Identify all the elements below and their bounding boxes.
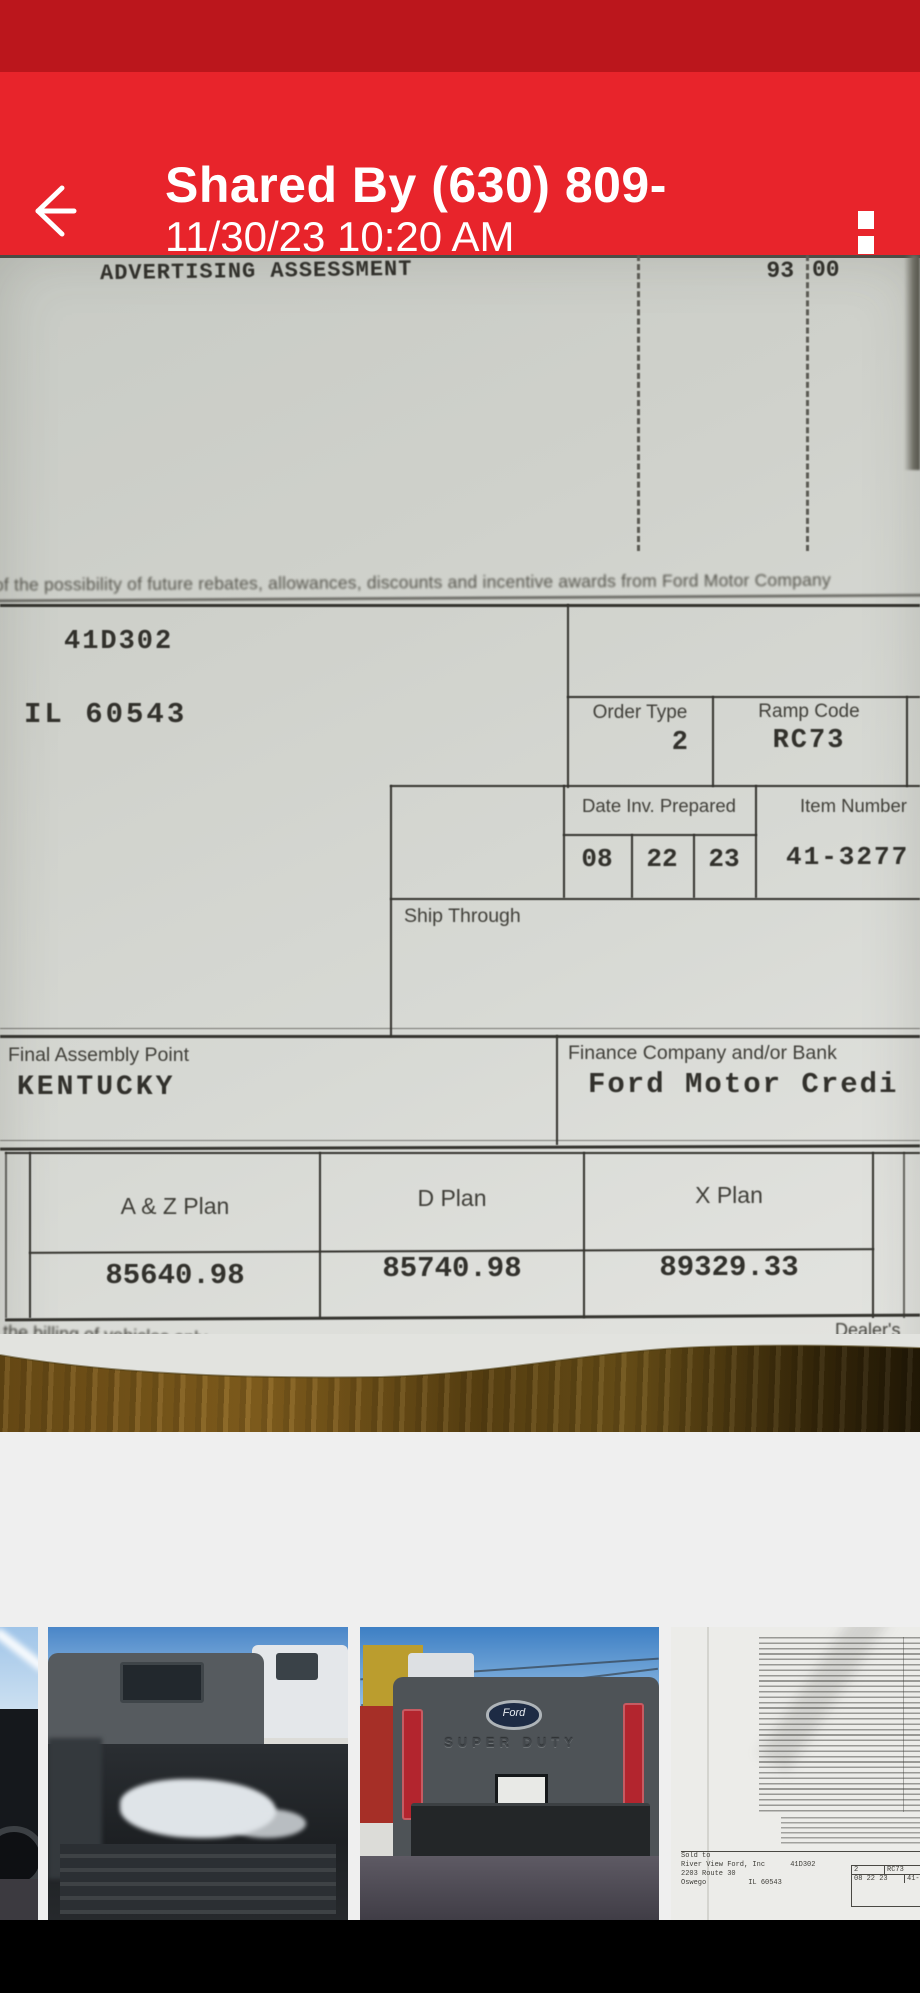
cab-rear-window: [120, 1662, 204, 1704]
item-number-value: 41-3277: [786, 842, 910, 872]
bottom-letterbox-bar: [0, 1920, 920, 1993]
arrow-left-icon: [35, 185, 77, 237]
advertising-amount-dollars: 93: [766, 258, 794, 284]
mini-item-number: 41-3277: [905, 1875, 920, 1883]
plan-x-label: X Plan: [695, 1182, 763, 1208]
shared-photo-invoice[interactable]: ADVERTISING ASSESSMENT 93 00 of the poss…: [0, 255, 920, 1432]
kebab-dot-icon: [858, 236, 874, 254]
table-line: [4, 1313, 920, 1322]
table-line: [903, 1152, 905, 1318]
ship-through-label: Ship Through: [404, 905, 521, 927]
order-code-value: 41D302: [64, 627, 174, 657]
thumbnail-truck-side[interactable]: [0, 1627, 38, 1920]
options-text-lines: [759, 1637, 920, 1812]
final-assembly-label: Final Assembly Point: [8, 1044, 189, 1066]
advertising-amount-cents: 00: [812, 257, 840, 283]
table-line: [556, 1035, 558, 1145]
mini-order-grid: 2 RC73 12 08 22 23 41-3277: [851, 1865, 920, 1907]
right-taillight: [623, 1703, 645, 1821]
paper-bottom-edge: [0, 1334, 920, 1379]
plan-a-z-label: A & Z Plan: [120, 1193, 230, 1219]
item-number-label: Item Number: [800, 795, 907, 816]
rebates-disclaimer-text: of the possibility of future rebates, al…: [0, 569, 920, 602]
order-type-value: 2: [671, 728, 688, 758]
price-column-rule: [903, 1637, 904, 1812]
table-line: [0, 1140, 920, 1141]
ground: [0, 1878, 38, 1920]
kebab-dot-icon: [858, 211, 874, 229]
mini-ramp-code: RC73: [885, 1866, 920, 1874]
table-line: [712, 696, 714, 787]
table-line: [583, 1152, 585, 1318]
table-line: [0, 604, 920, 607]
left-taillight: [401, 1709, 423, 1821]
ford-oval-badge: Ford: [485, 1700, 543, 1730]
date-month-value: 08: [581, 844, 613, 874]
mini-date: 08 22 23: [852, 1875, 905, 1883]
dealer-street-line: 2203 Route 30: [681, 1870, 736, 1878]
table-line: [29, 1152, 31, 1318]
snow-patch: [228, 1808, 306, 1838]
plan-d-value: 85740.98: [382, 1252, 522, 1285]
plan-x-value: 89329.33: [659, 1251, 799, 1284]
paper-right-edge-shadow: [904, 255, 920, 470]
date-year-value: 23: [708, 844, 740, 874]
table-line: [5, 1152, 920, 1154]
ramp-code-value: RC73: [772, 726, 846, 756]
table-line: [906, 696, 908, 787]
table-line: [0, 1035, 920, 1038]
white-truck-window: [276, 1653, 318, 1680]
finance-company-value: Ford Motor Credi: [588, 1068, 899, 1101]
advertising-assessment-line: ADVERTISING ASSESSMENT: [99, 256, 413, 287]
table-line: [0, 1144, 920, 1151]
asphalt-ground: [360, 1855, 659, 1920]
table-line: [631, 834, 633, 898]
table-line: [390, 785, 920, 787]
tailgate-ribs: [60, 1843, 336, 1915]
table-line: [390, 898, 920, 900]
back-button[interactable]: [18, 176, 88, 246]
table-line: [390, 785, 392, 1037]
page-title: Shared By (630) 809-: [165, 157, 667, 213]
mini-order-type: 2: [852, 1866, 885, 1874]
plan-a-z-value: 85640.98: [105, 1259, 245, 1292]
paper-crease: [707, 1627, 709, 1920]
table-line: [693, 834, 695, 898]
totals-text-lines: [781, 1817, 920, 1845]
table-line: [567, 696, 920, 698]
table-line: [755, 785, 757, 898]
ramp-code-label: Ramp Code: [758, 701, 860, 722]
table-line: [5, 1152, 7, 1318]
date-day-value: 22: [646, 844, 678, 874]
thumbnail-truck-rear[interactable]: Ford SUPER DUTY: [360, 1627, 659, 1920]
table-line: [319, 1152, 321, 1318]
super-duty-embossed-text: SUPER DUTY: [444, 1735, 578, 1751]
cents-column-dashed-line: [806, 255, 809, 551]
thumbnail-truck-bed[interactable]: [48, 1627, 348, 1920]
shared-timestamp: 11/30/23 10:20 AM: [165, 213, 515, 260]
status-bar: [0, 0, 920, 72]
finance-company-label: Finance Company and/or Bank: [568, 1042, 837, 1064]
plan-d-label: D Plan: [417, 1185, 487, 1211]
app-bar: Shared By (630) 809- 11/30/23 10:20 AM: [0, 72, 920, 279]
table-line: [563, 785, 565, 898]
sold-to-label: Sold to: [681, 1852, 711, 1860]
state-zip-value: IL 60543: [24, 698, 188, 731]
table-line: [563, 834, 757, 836]
paper-top-edge: [0, 255, 920, 258]
dealer-city-line: Oswego IL 60543: [681, 1879, 782, 1887]
order-type-label: Order Type: [592, 702, 688, 723]
amount-column-dashed-line: [637, 255, 640, 551]
rear-bumper: [410, 1802, 651, 1859]
date-inv-prepared-label: Date Inv. Prepared: [582, 795, 736, 816]
dealer-name-line: River View Ford, Inc 41D302: [681, 1861, 816, 1869]
final-assembly-value: KENTUCKY: [17, 1072, 176, 1103]
table-line: [872, 1152, 874, 1318]
table-line: [0, 1028, 920, 1029]
dealer-address-block: Sold to River View Ford, Inc 41D302 2203…: [681, 1851, 920, 1910]
thumbnail-invoice-document[interactable]: Sold to River View Ford, Inc 41D302 2203…: [671, 1627, 920, 1920]
